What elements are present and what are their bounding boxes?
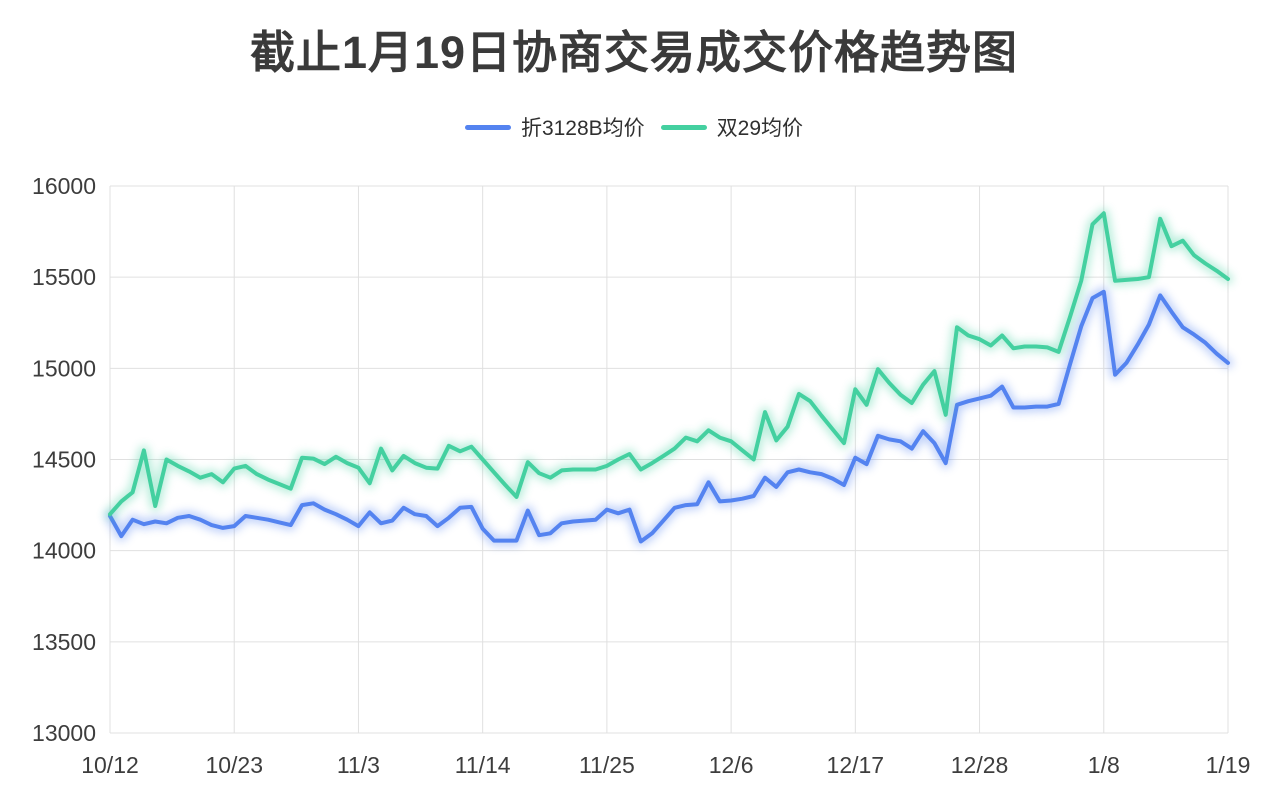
legend-item-1[interactable]: 双29均价 bbox=[660, 112, 804, 142]
legend-label: 折3128B均价 bbox=[520, 117, 645, 140]
x-axis-label: 12/17 bbox=[827, 752, 885, 778]
series-glow-双29均价 bbox=[105, 208, 1233, 520]
x-axis-label: 11/14 bbox=[455, 752, 511, 778]
x-axis-label: 1/8 bbox=[1088, 752, 1120, 778]
legend-label: 双29均价 bbox=[716, 117, 804, 140]
x-axis-label: 11/25 bbox=[579, 752, 635, 778]
y-axis-label: 13500 bbox=[32, 629, 96, 655]
legend-item-0[interactable]: 折3128B均价 bbox=[464, 112, 645, 142]
x-axis-label: 12/28 bbox=[951, 752, 1009, 778]
series-glow-折3128B均价 bbox=[105, 286, 1233, 547]
y-axis-label: 14000 bbox=[32, 538, 96, 564]
y-axis-label: 13000 bbox=[32, 720, 96, 746]
x-axis-label: 1/19 bbox=[1206, 752, 1251, 778]
x-axis-label: 10/23 bbox=[205, 752, 263, 778]
series-line-折3128B均价 bbox=[108, 289, 1230, 544]
legend: 折3128B均价 双29均价 bbox=[0, 112, 1268, 142]
y-axis-label: 16000 bbox=[32, 173, 96, 199]
series-line-双29均价 bbox=[108, 211, 1230, 517]
y-axis-label: 14500 bbox=[32, 447, 96, 473]
y-axis-label: 15000 bbox=[32, 355, 96, 381]
x-axis-label: 10/12 bbox=[81, 752, 139, 778]
legend-swatch-icon bbox=[464, 124, 511, 130]
y-axis-label: 15500 bbox=[32, 264, 96, 290]
x-axis-label: 12/6 bbox=[709, 752, 754, 778]
page-title: 截止1月19日协商交易成交价格趋势图 bbox=[249, 27, 1019, 78]
legend-swatch-icon bbox=[660, 124, 707, 130]
x-axis-label: 11/3 bbox=[337, 752, 380, 778]
